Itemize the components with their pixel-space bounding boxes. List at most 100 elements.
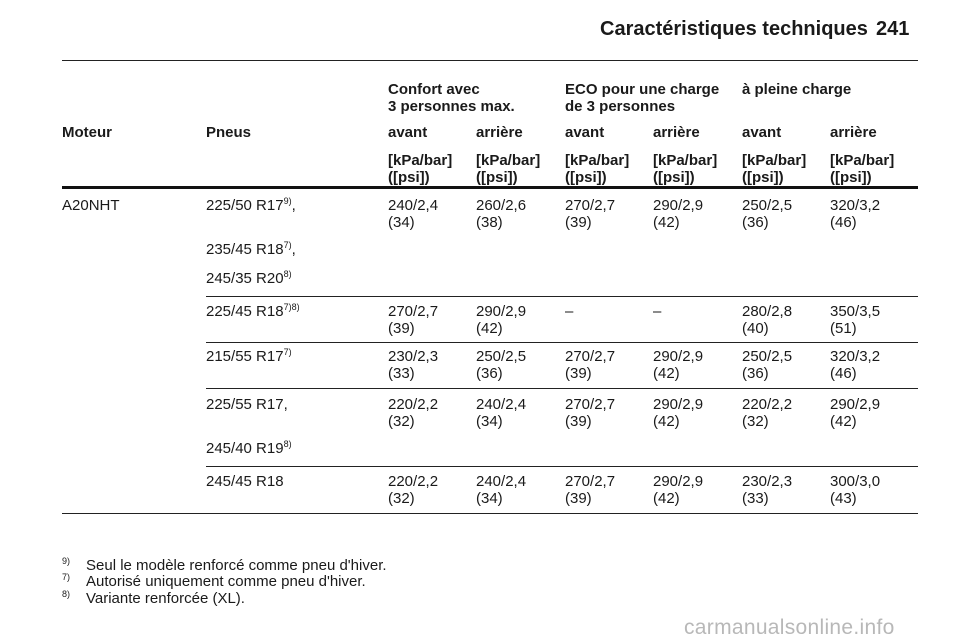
unit-psi: ([psi]) [388,169,430,186]
pressure-cell: 270/2,7 (39) [565,473,615,507]
footnote-ref: 7) [283,347,292,357]
pressure-cell: 250/2,5 (36) [742,348,792,382]
pressure-kpa-bar: 290/2,9 [830,396,881,413]
footnote-mark: 7) [62,572,71,582]
pressure-kpa-bar: 300/3,0 [830,473,881,490]
top-rule [62,60,918,61]
col-header-rear: arrière [653,124,700,141]
unit-kpa-bar: [kPa/bar] [653,152,718,169]
pressure-psi: (33) [742,490,769,507]
pressure-kpa-bar: 250/2,5 [742,197,793,214]
tyre-size: 245/40 R198) [206,439,292,458]
col-header-tyres: Pneus [206,124,252,141]
pressure-psi: (39) [565,214,592,231]
tyre-size: 245/45 R18 [206,473,284,490]
pressure-kpa-bar: 290/2,9 [653,197,704,214]
col-header-front: avant [388,124,428,141]
pressure-psi: (32) [388,490,415,507]
pressure-cell: 240/2,4 (34) [476,396,526,430]
pressure-kpa-bar: 270/2,7 [565,348,616,365]
tyre-size: 225/45 R187)8) [206,302,300,321]
pressure-kpa-bar: 270/2,7 [565,197,616,214]
pressure-kpa-bar: 270/2,7 [388,303,439,320]
pressure-psi: (39) [565,365,592,382]
pressure-psi: (46) [830,214,857,231]
pressure-kpa-bar: 270/2,7 [565,396,616,413]
footnote-text: Seul le modèle renforcé comme pneu d'hiv… [86,557,387,574]
pressure-cell: 240/2,4 (34) [476,473,526,507]
pressure-kpa-bar: 350/3,5 [830,303,881,320]
pressure-cell: 280/2,8 (40) [742,303,792,337]
pressure-psi: (42) [653,214,680,231]
pressure-kpa-bar: 230/2,3 [388,348,439,365]
footnote-ref: 9) [283,196,292,206]
pressure-kpa-bar: 320/3,2 [830,197,881,214]
pressure-psi: (33) [388,365,415,382]
col-header-rear: arrière [476,124,523,141]
pressure-psi: (39) [565,413,592,430]
pressure-psi: (36) [742,214,769,231]
unit-header-cell: [kPa/bar] ([psi]) [830,152,894,186]
page-title: Caractéristiques techniques [600,18,868,40]
pressure-cell: 320/3,2 (46) [830,348,880,382]
pressure-kpa-bar: 220/2,2 [388,473,439,490]
pressure-cell: 250/2,5 (36) [476,348,526,382]
unit-kpa-bar: [kPa/bar] [388,152,453,169]
col-header-front: avant [565,124,605,141]
pressure-kpa-bar: 240/2,4 [476,473,527,490]
pressure-psi: (51) [830,320,857,337]
unit-psi: ([psi]) [476,169,518,186]
unit-header-cell: [kPa/bar] ([psi]) [388,152,452,186]
pressure-kpa-bar: 290/2,9 [653,396,704,413]
row-divider [206,296,918,297]
pressure-kpa-bar: 290/2,9 [476,303,527,320]
group-header-eco: ECO pour une charge de 3 personnes [565,81,720,115]
page-number: 241 [876,18,910,40]
pressure-psi: (36) [742,365,769,382]
footnote-ref: 8) [283,269,292,279]
pressure-cell: 230/2,3 (33) [742,473,792,507]
unit-psi: ([psi]) [565,169,607,186]
pressure-cell: 290/2,9 (42) [653,473,703,507]
pressure-psi: (32) [742,413,769,430]
pressure-psi: (39) [565,490,592,507]
pressure-cell: 240/2,4 (34) [388,197,438,231]
pressure-cell: 290/2,9 (42) [653,396,703,430]
pressure-psi: (36) [476,365,503,382]
footnote-text: Autorisé uniquement comme pneu d'hiver. [86,573,366,590]
footnote-ref: 7)8) [283,302,300,312]
pressure-cell: 290/2,9 (42) [653,348,703,382]
pressure-cell: 270/2,7 (39) [565,197,615,231]
group-header-comfort: Confort avec 3 personnes max. [388,81,515,115]
pressure-psi: (42) [476,320,503,337]
col-header-motor: Moteur [62,124,112,141]
pressure-cell: 290/2,9 (42) [830,396,880,430]
unit-kpa-bar: [kPa/bar] [742,152,807,169]
unit-kpa-bar: [kPa/bar] [565,152,630,169]
pressure-cell: 350/3,5 (51) [830,303,880,337]
pressure-cell: 320/3,2 (46) [830,197,880,231]
unit-psi: ([psi]) [830,169,872,186]
footnote-mark: 8) [62,589,71,599]
pressure-kpa-bar: 230/2,3 [742,473,793,490]
pressure-psi: (32) [388,413,415,430]
pressure-cell: 270/2,7 (39) [565,348,615,382]
pressure-psi: (43) [830,490,857,507]
pressure-cell: 250/2,5 (36) [742,197,792,231]
pressure-cell: 220/2,2 (32) [742,396,792,430]
col-header-front: avant [742,124,782,141]
pressure-psi: (39) [388,320,415,337]
tyre-size: 235/45 R187), [206,240,296,259]
unit-header-cell: [kPa/bar] ([psi]) [653,152,717,186]
pressure-cell: 270/2,7 (39) [565,396,615,430]
pressure-cell: 290/2,9 (42) [476,303,526,337]
tyre-size: 215/55 R177) [206,347,292,366]
pressure-kpa-bar: 240/2,4 [476,396,527,413]
pressure-kpa-bar: – [565,303,574,320]
bottom-rule [62,513,918,514]
pressure-psi: (42) [653,365,680,382]
pressure-cell: 300/3,0 (43) [830,473,880,507]
pressure-kpa-bar: 290/2,9 [653,473,704,490]
pressure-kpa-bar: 250/2,5 [742,348,793,365]
pressure-kpa-bar: 240/2,4 [388,197,439,214]
